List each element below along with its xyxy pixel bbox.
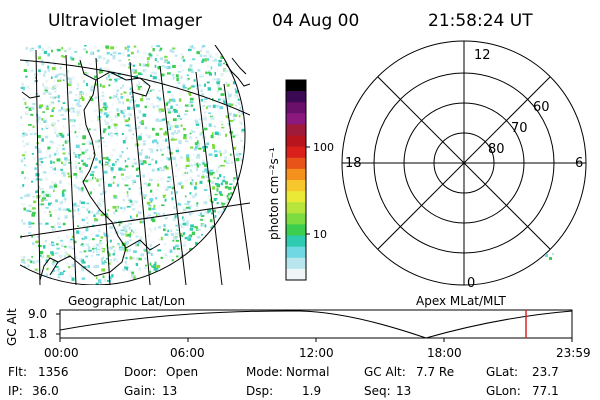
mlt-label-0: 0	[467, 276, 475, 291]
status-value: 1.9	[302, 384, 321, 398]
gc-altitude-plot: 9.0 1.8 GC Alt 00:00 06:00 12:00 18:00 2…	[5, 307, 591, 360]
gc-xtick-label: 06:00	[170, 346, 205, 360]
status-value: Open	[166, 365, 198, 379]
gc-axis-label: GC Alt	[5, 308, 19, 346]
mlat-label-80: 80	[488, 142, 505, 157]
geographic-label: Geographic Lat/Lon	[68, 294, 185, 308]
aurora-emission-pixels	[20, 45, 245, 285]
gc-ytick-label: 1.8	[28, 327, 47, 341]
status-value: 13	[162, 384, 177, 398]
colorbar-frame	[285, 79, 307, 281]
colorbar-swatch	[286, 180, 306, 192]
gc-ytick-label: 9.0	[28, 307, 47, 321]
status-label: GLon:	[486, 384, 521, 398]
status-label: Gain:	[124, 384, 156, 398]
colorbar-units-label: photon cm⁻²s⁻¹	[267, 147, 281, 240]
colorbar-swatch	[286, 246, 306, 259]
status-value: 7.7 Re	[416, 365, 454, 379]
gc-xtick-label: 00:00	[44, 346, 79, 360]
status-label: Door:	[124, 365, 157, 379]
gc-xtick-label: 23:59	[556, 346, 591, 360]
status-label: Mode:	[246, 365, 283, 379]
colorbar-tick-label: 100	[313, 141, 334, 154]
gc-xtick-label: 12:00	[299, 346, 334, 360]
colorbar-swatch	[286, 235, 306, 248]
colorbar-swatch	[286, 91, 306, 103]
colorbar-swatch	[286, 124, 306, 137]
colorbar-swatch	[286, 268, 306, 281]
colorbar-swatch	[286, 157, 306, 170]
status-value: 36.0	[32, 384, 59, 398]
colorbar-swatch	[286, 146, 306, 159]
colorbar-swatch	[286, 135, 306, 148]
coastlines	[21, 57, 250, 281]
colorbar-swatch	[286, 202, 306, 214]
status-label: Seq:	[364, 384, 391, 398]
colorbar-swatch	[286, 113, 306, 125]
status-value: 13	[396, 384, 411, 398]
instrument-title: Ultraviolet Imager	[48, 11, 202, 31]
geographic-map	[20, 45, 250, 285]
status-label: Dsp:	[246, 384, 273, 398]
status-value: 1356	[38, 365, 69, 379]
status-label: IP:	[8, 384, 23, 398]
date-label: 04 Aug 00	[272, 11, 359, 31]
polar-diagonal	[377, 76, 551, 250]
status-label: GLat:	[486, 365, 518, 379]
colorbar-swatch	[286, 224, 306, 237]
colorbar-gradient	[286, 80, 306, 281]
apex-label: Apex MLat/MLT	[416, 294, 506, 308]
colorbar-swatch	[286, 168, 306, 181]
colorbar-swatch	[286, 257, 306, 270]
mlat-label-70: 70	[511, 121, 528, 136]
polar-speckles	[545, 253, 554, 260]
status-label: GC Alt:	[364, 365, 406, 379]
colorbar-tick-label: 10	[313, 228, 327, 241]
meridian-lines	[35, 49, 250, 285]
mlt-label-18: 18	[345, 156, 362, 171]
status-value: 77.1	[532, 384, 559, 398]
earth-disk-edge	[20, 45, 246, 285]
colorbar-swatch	[286, 80, 306, 92]
colorbar-swatch	[286, 102, 306, 114]
time-label: 21:58:24 UT	[428, 11, 533, 31]
gc-xtick-label: 18:00	[427, 346, 462, 360]
apex-polar-plot	[341, 40, 587, 286]
mlat-label-60: 60	[533, 100, 550, 115]
colorbar-swatch	[286, 213, 306, 225]
status-footer: Flt: 1356 Door: Open Mode: Normal GC Alt…	[8, 365, 559, 398]
photon-flux-colorbar: 100 10 photon cm⁻²s⁻¹	[267, 79, 334, 281]
colorbar-swatch	[286, 191, 306, 203]
status-value: 23.7	[532, 365, 559, 379]
gc-plot-frame	[59, 309, 573, 339]
mlt-label-12: 12	[474, 48, 491, 63]
status-value: Normal	[286, 365, 329, 379]
status-label: Flt:	[8, 365, 27, 379]
mlt-label-6: 6	[575, 156, 583, 171]
parallel-lines	[20, 59, 250, 238]
gc-altitude-curve	[59, 310, 573, 339]
